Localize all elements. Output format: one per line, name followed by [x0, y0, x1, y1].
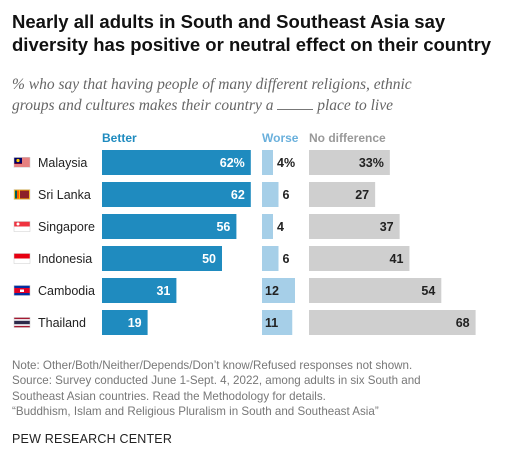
category-label-thailand: Thailand [38, 316, 86, 330]
thailand-flag-icon [13, 317, 31, 328]
bar-better-singapore [102, 214, 237, 239]
chart-subtitle-line-2-start: groups and cultures makes their country … [12, 97, 274, 114]
bar-no-difference-singapore [309, 214, 400, 239]
bar-better-thailand [102, 310, 148, 335]
chart-subtitle-line-2-end: place to live [317, 97, 393, 114]
bar-no-difference-indonesia [309, 246, 410, 271]
source-line: Source: Survey conducted June 1-Sept. 4,… [12, 374, 421, 388]
bar-worse-malaysia [262, 150, 273, 175]
bar-worse-thailand [262, 310, 293, 335]
data-label-worse-cambodia: 12 [265, 284, 279, 298]
chart-subtitle-line-2: groups and cultures makes their country … [12, 95, 508, 116]
bar-better-malaysia [102, 150, 251, 175]
data-label-better-indonesia: 50 [202, 252, 216, 266]
bar-better-sri-lanka [102, 182, 251, 207]
category-label-singapore: Singapore [38, 220, 95, 234]
data-label-worse-sri-lanka: 6 [283, 188, 290, 202]
bar-better-indonesia [102, 246, 222, 271]
data-label-worse-thailand: 11 [265, 316, 278, 330]
chart-title-line-2: diversity has positive or neutral effect… [12, 34, 492, 55]
cambodia-flag-icon [13, 285, 31, 296]
category-label-sri-lanka: Sri Lanka [38, 188, 91, 202]
bar-no-difference-thailand [309, 310, 476, 335]
data-label-no-difference-thailand: 68 [456, 316, 470, 330]
data-label-worse-singapore: 4 [277, 220, 284, 234]
indonesia-flag-icon [13, 253, 31, 264]
data-label-no-difference-singapore: 37 [380, 220, 394, 234]
data-label-no-difference-malaysia: 33% [359, 156, 384, 170]
data-label-better-malaysia: 62% [220, 156, 245, 170]
data-label-no-difference-indonesia: 41 [390, 252, 404, 266]
grouped-bar-chart: Better Worse No difference Malaysia 62% 4% 33%… [13, 131, 476, 335]
chart-title: Nearly all adults in South and Southeast… [12, 10, 508, 56]
chart-title-line-1: Nearly all adults in South and Southeast… [12, 11, 446, 32]
legend-no-difference: No difference [309, 131, 386, 145]
bar-better-cambodia [102, 278, 177, 303]
data-label-no-difference-cambodia: 54 [421, 284, 435, 298]
bar-worse-sri-lanka [262, 182, 279, 207]
source-line-continued: Southeast Asian countries. Read the Meth… [12, 389, 326, 403]
bar-no-difference-malaysia [309, 150, 390, 175]
bar-no-difference-cambodia [309, 278, 442, 303]
bar-worse-indonesia [262, 246, 279, 271]
note-line: Note: Other/Both/Neither/Depends/Don’t k… [12, 359, 413, 372]
data-label-better-singapore: 56 [216, 220, 230, 234]
sri-lanka-flag-icon [13, 189, 31, 200]
legend-better: Better [102, 131, 137, 145]
bar-worse-cambodia [262, 278, 295, 303]
report-title: “Buddhism, Islam and Religious Pluralism… [12, 405, 379, 419]
malaysia-flag-icon [13, 157, 31, 168]
legend-worse: Worse [262, 131, 299, 145]
bar-no-difference-sri-lanka [309, 182, 376, 207]
data-label-better-cambodia: 31 [156, 284, 170, 298]
category-label-malaysia: Malaysia [38, 156, 87, 170]
singapore-flag-icon [13, 221, 31, 232]
data-label-worse-indonesia: 6 [283, 252, 290, 266]
chart-subtitle: % who say that having people of many dif… [12, 74, 508, 116]
fill-in-blank [277, 97, 314, 110]
chart-subtitle-line-1: % who say that having people of many dif… [12, 76, 412, 93]
category-label-cambodia: Cambodia [38, 284, 95, 298]
data-label-worse-malaysia: 4% [277, 156, 295, 170]
data-label-no-difference-sri-lanka: 27 [355, 188, 369, 202]
chart-notes: Note: Other/Both/Neither/Depends/Don’t k… [12, 358, 508, 420]
bar-worse-singapore [262, 214, 273, 239]
data-label-better-sri-lanka: 62 [231, 188, 245, 202]
organization-name: PEW RESEARCH CENTER [12, 432, 173, 446]
data-label-better-thailand: 19 [128, 316, 142, 330]
category-label-indonesia: Indonesia [38, 252, 92, 266]
